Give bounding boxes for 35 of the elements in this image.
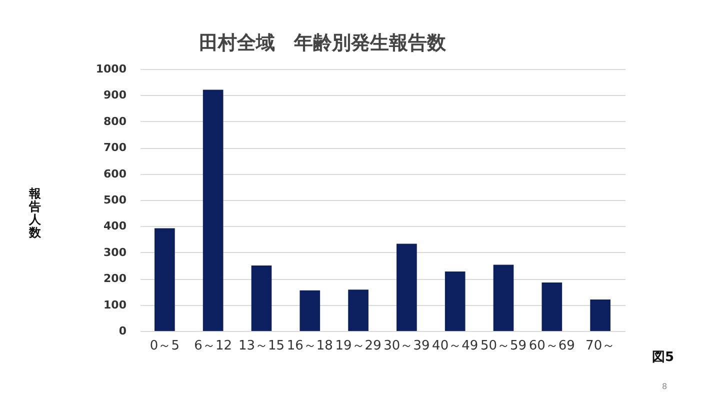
y-tick-label: 100 <box>104 298 127 312</box>
bar <box>202 90 224 331</box>
y-axis-title: 報告人数 <box>28 186 42 240</box>
y-tick-label: 600 <box>104 167 127 180</box>
chart-title: 田村全域 年齢別発生報告数 <box>199 32 447 54</box>
x-tick-label: 0～5 <box>150 338 180 354</box>
y-tick-label: 200 <box>104 272 127 286</box>
x-tick-label: 13～15 <box>238 338 285 354</box>
y-tick-label: 800 <box>104 114 127 128</box>
bar <box>493 264 514 331</box>
bar <box>251 266 272 331</box>
y-tick-label: 500 <box>104 194 127 206</box>
bar <box>396 244 417 331</box>
x-tick-label: 30～39 <box>384 338 430 354</box>
x-tick-label: 16～18 <box>286 338 333 354</box>
text: 8 <box>662 382 668 391</box>
x-tick-label: 19～29 <box>335 338 382 354</box>
bar <box>300 290 320 331</box>
y-tick-label: 400 <box>104 220 127 233</box>
bar <box>590 300 610 331</box>
y-tick-label: 700 <box>104 141 127 154</box>
y-tick-label: 300 <box>104 246 127 259</box>
x-tick-label: 70～ <box>586 338 616 354</box>
bar <box>444 272 466 331</box>
bar <box>154 228 175 331</box>
x-tick-label: 40～49 <box>432 338 478 354</box>
y-tick-label: 0 <box>118 324 127 338</box>
x-tick-label: 60～69 <box>528 338 575 354</box>
y-tick-label: 900 <box>104 88 127 102</box>
y-tick-label: 1000 <box>96 62 127 76</box>
bar <box>348 290 368 331</box>
caption: 図5 <box>652 349 674 366</box>
bar <box>542 282 562 331</box>
x-tick-label: 6～12 <box>194 338 232 354</box>
x-tick-label: 50～59 <box>480 338 527 354</box>
